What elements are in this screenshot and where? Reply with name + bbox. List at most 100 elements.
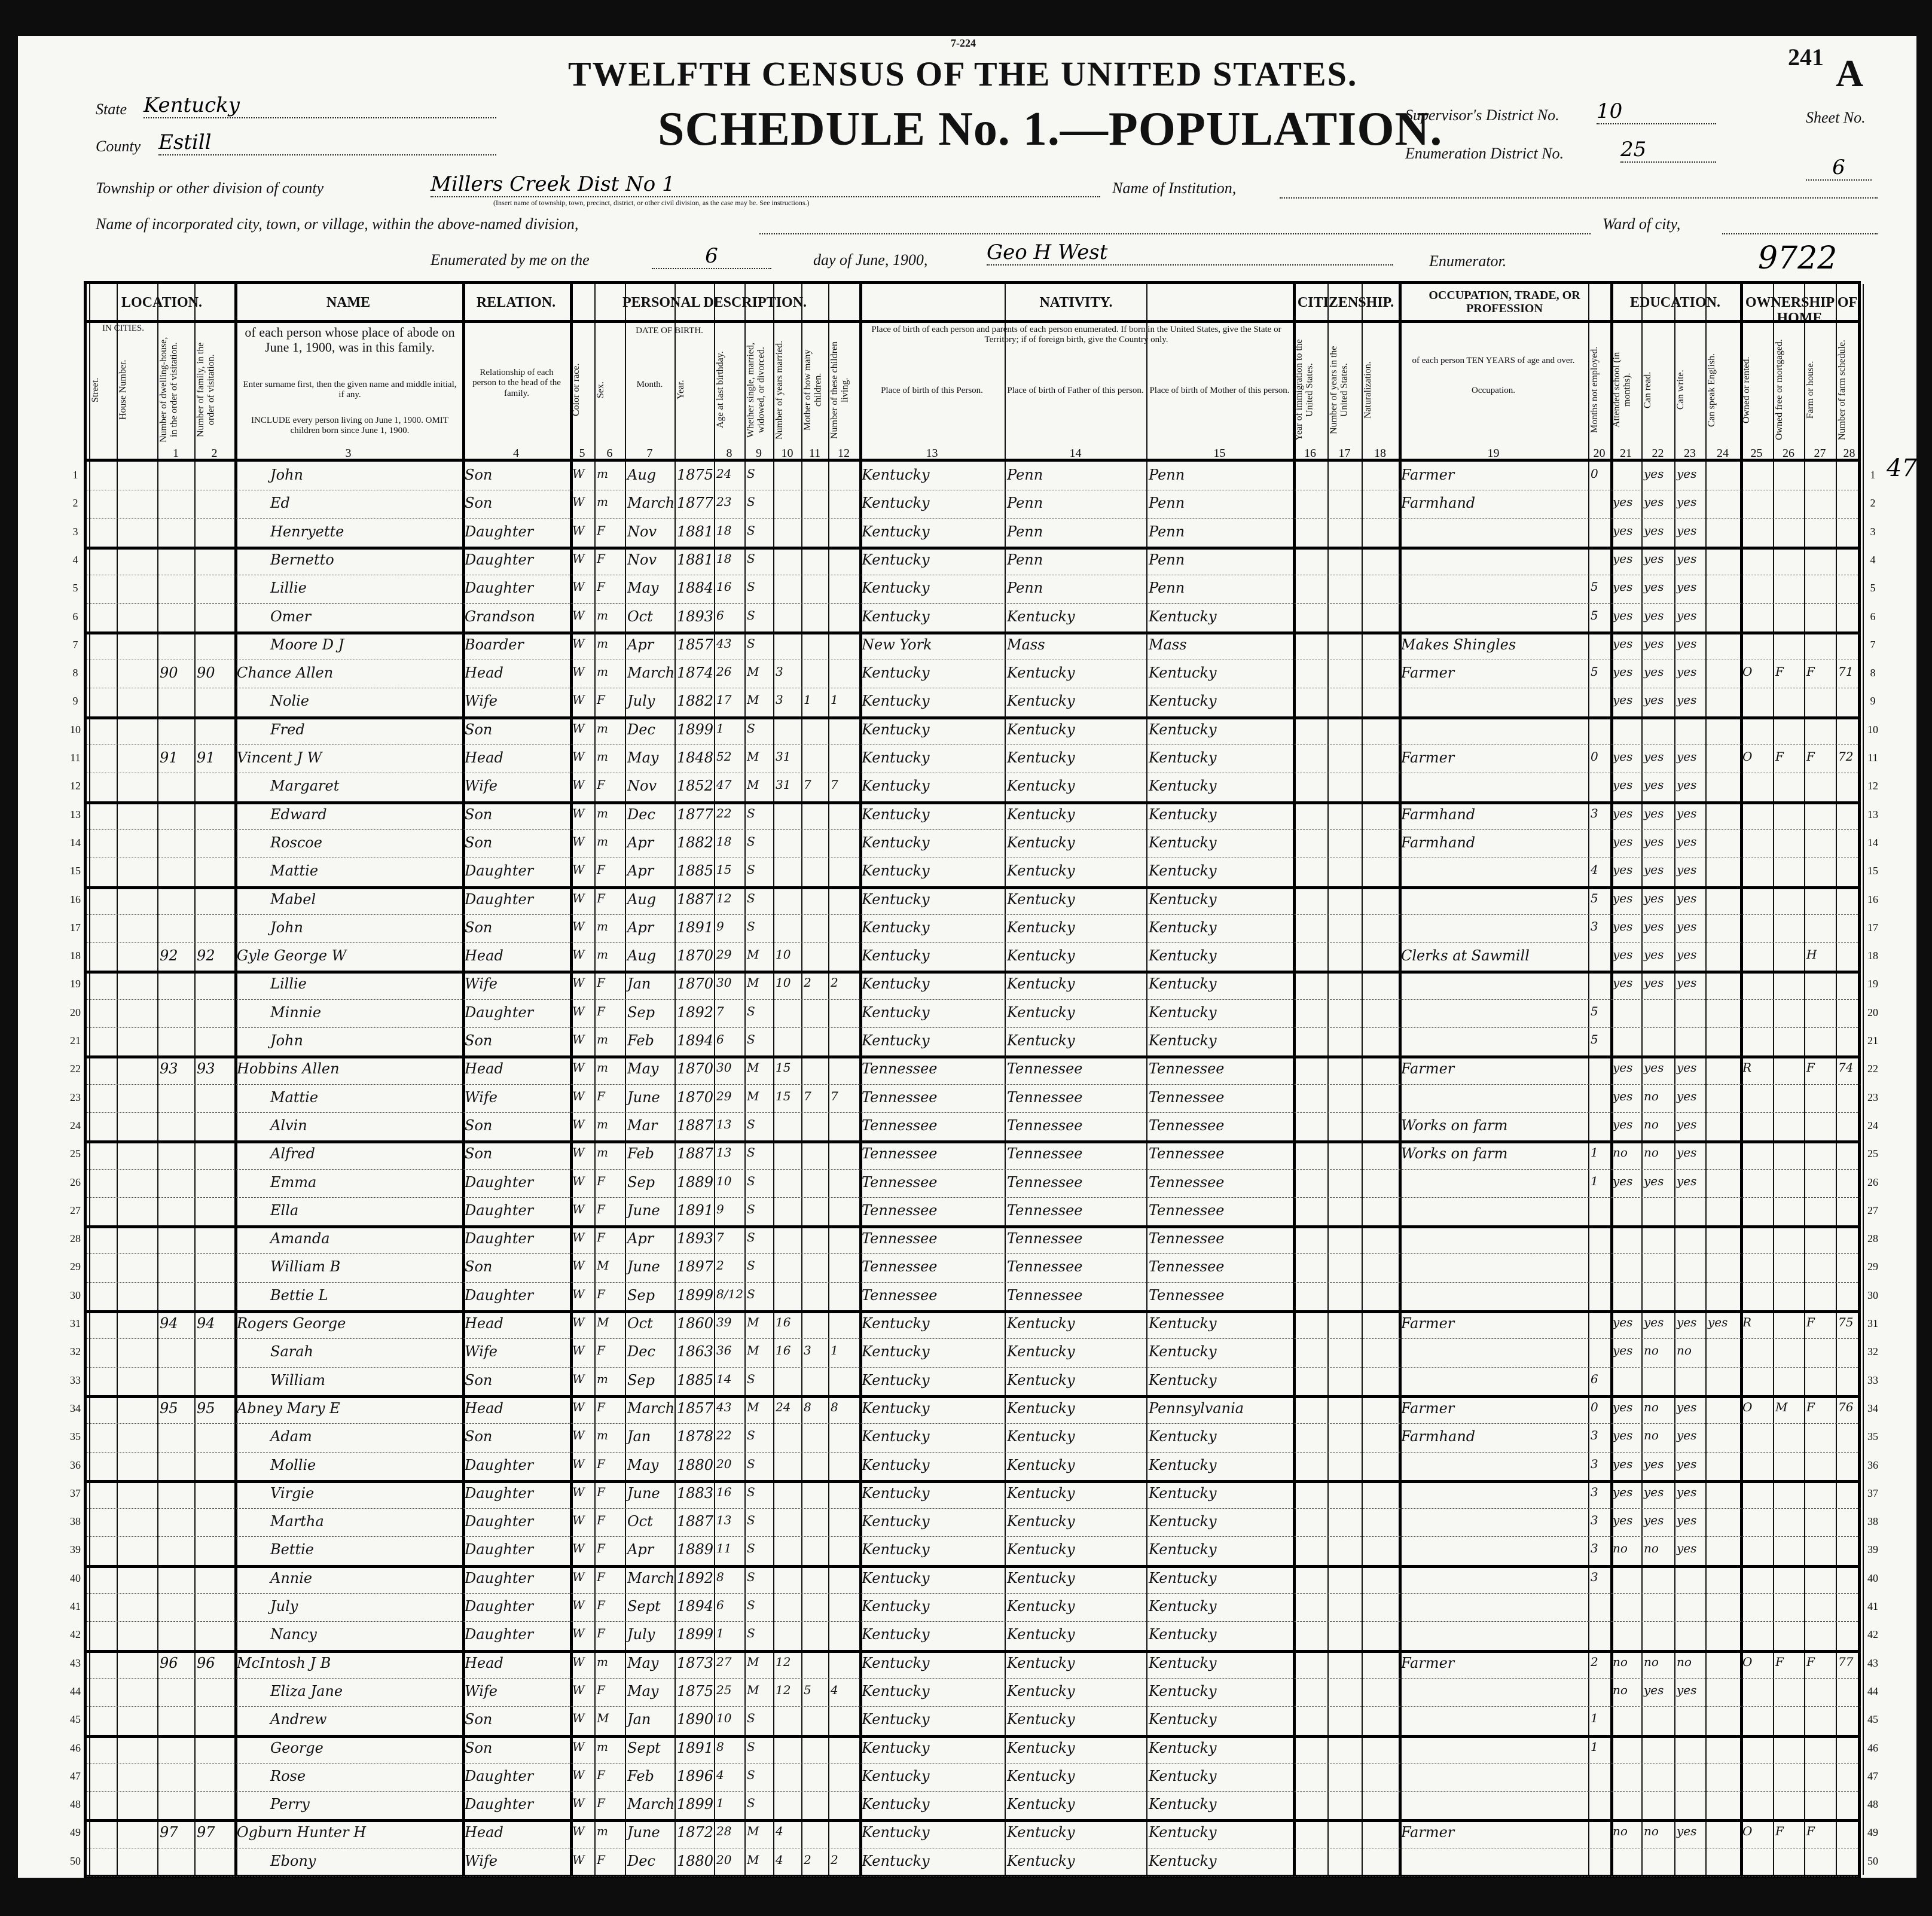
form-number: 7-224: [951, 37, 976, 49]
cell-month: Jan: [627, 975, 651, 993]
row-divider: [87, 801, 1858, 804]
cell-sched: 74: [1838, 1060, 1854, 1075]
cell-write: yes: [1677, 1513, 1697, 1528]
cell-f: 94: [197, 1315, 215, 1332]
cell-unemp: 0: [1591, 1399, 1598, 1414]
cell-school: no: [1613, 1824, 1628, 1839]
cell-year: 1874: [677, 664, 714, 682]
cell-fbp: Kentucky: [1007, 947, 1075, 965]
cell-age: 18: [716, 551, 732, 566]
cell-age: 36: [716, 1343, 732, 1358]
cell-read: no: [1644, 1145, 1659, 1160]
column-divider: [1005, 284, 1006, 1875]
cell-read: yes: [1644, 749, 1664, 764]
cell-mar: S: [747, 1428, 755, 1443]
cell-bp: Kentucky: [862, 692, 930, 710]
cell-year: 1875: [677, 1682, 714, 1700]
cell-sex: F: [597, 862, 605, 877]
cell-color: W: [572, 1682, 585, 1697]
cell-month: Apr: [627, 636, 654, 653]
cell-occ: Farmer: [1401, 466, 1455, 483]
cell-rel: Wife: [465, 975, 498, 993]
cell-sex: F: [597, 1456, 605, 1471]
cell-farm: F: [1806, 1315, 1815, 1329]
cell-f: 90: [197, 664, 215, 682]
cell-fbp: Kentucky: [1007, 1711, 1075, 1728]
cell-month: Sep: [627, 1371, 655, 1389]
cell-free: F: [1775, 1654, 1784, 1669]
cell-age: 14: [716, 1371, 732, 1386]
cell-school: yes: [1613, 579, 1633, 594]
cell-sex: F: [597, 1201, 605, 1216]
cell-sex: m: [597, 1739, 608, 1754]
cell-ym: 12: [776, 1682, 791, 1697]
cell-year: 1887: [677, 1513, 714, 1530]
line-number: 24: [1867, 1119, 1878, 1131]
cell-mbp: Penn: [1149, 495, 1185, 512]
cell-read: yes: [1644, 495, 1664, 509]
cell-fbp: Tennessee: [1007, 1201, 1083, 1219]
cell-bp: Kentucky: [862, 777, 930, 795]
cell-year: 1897: [677, 1258, 714, 1276]
row-divider: [87, 1451, 1858, 1453]
cell-month: July: [627, 1626, 655, 1643]
cell-year: 1882: [677, 692, 714, 710]
cell-read: yes: [1644, 1060, 1664, 1075]
cell-year: 1893: [677, 1230, 714, 1247]
cell-name: Sarah: [270, 1343, 313, 1360]
cell-school: yes: [1613, 523, 1633, 538]
cell-ym: 15: [776, 1088, 791, 1103]
cell-mo: 7: [804, 1088, 811, 1103]
cell-mbp: Tennessee: [1149, 1060, 1225, 1078]
cell-year: 1891: [677, 1201, 714, 1219]
cell-mbp: Kentucky: [1149, 947, 1217, 965]
cell-mo: 2: [804, 1852, 811, 1867]
column-divider: [1610, 284, 1613, 1875]
cell-year: 1870: [677, 1088, 714, 1106]
cell-bp: Kentucky: [862, 947, 930, 965]
column-label-sched: Number of farm schedule.: [1837, 340, 1847, 440]
cell-fbp: Tennessee: [1007, 1060, 1083, 1078]
cell-read: yes: [1644, 806, 1664, 820]
cell-age: 25: [716, 1682, 732, 1697]
cell-write: yes: [1677, 1541, 1697, 1556]
row-divider: [87, 1197, 1858, 1198]
education-header: EDUCATION.: [1630, 295, 1720, 310]
cell-sex: F: [597, 1003, 605, 1018]
line-number: 23: [1867, 1091, 1878, 1103]
cell-rel: Son: [465, 1258, 493, 1276]
cell-fbp: Kentucky: [1007, 1852, 1075, 1869]
row-divider: [87, 603, 1858, 604]
margin-note: 47: [1887, 454, 1917, 482]
cell-color: W: [572, 664, 585, 679]
cell-age: 23: [716, 495, 732, 509]
cell-occ: Clerks at Sawmill: [1401, 947, 1530, 965]
cell-month: Sept: [627, 1739, 661, 1756]
cell-bp: Kentucky: [862, 1598, 930, 1615]
cell-name: Mattie: [270, 1088, 319, 1106]
cell-write: yes: [1677, 551, 1697, 566]
column-divider: [462, 284, 465, 1875]
cell-bp: Kentucky: [862, 1711, 930, 1728]
cell-sched: 72: [1838, 749, 1854, 764]
cell-write: yes: [1677, 579, 1697, 594]
cell-read: no: [1644, 1541, 1659, 1556]
row-divider: [87, 829, 1858, 830]
line-number: 36: [70, 1459, 81, 1471]
cell-bp: Tennessee: [862, 1060, 938, 1078]
line-number: 27: [1867, 1204, 1878, 1216]
cell-color: W: [572, 1201, 585, 1216]
cell-rel: Son: [465, 721, 493, 738]
township-label: Township or other division of county: [96, 179, 324, 197]
cell-sex: F: [597, 1399, 605, 1414]
cell-color: W: [572, 1032, 585, 1047]
column-label-school: Attended school (in months).: [1611, 352, 1632, 428]
line-number: 8: [1870, 667, 1876, 679]
cell-unemp: 5: [1591, 1032, 1598, 1047]
row-divider: [87, 1508, 1858, 1509]
cell-read: yes: [1644, 664, 1664, 679]
cell-age: 29: [716, 1088, 732, 1103]
cell-month: Feb: [627, 1032, 654, 1049]
line-number: 12: [70, 780, 81, 792]
